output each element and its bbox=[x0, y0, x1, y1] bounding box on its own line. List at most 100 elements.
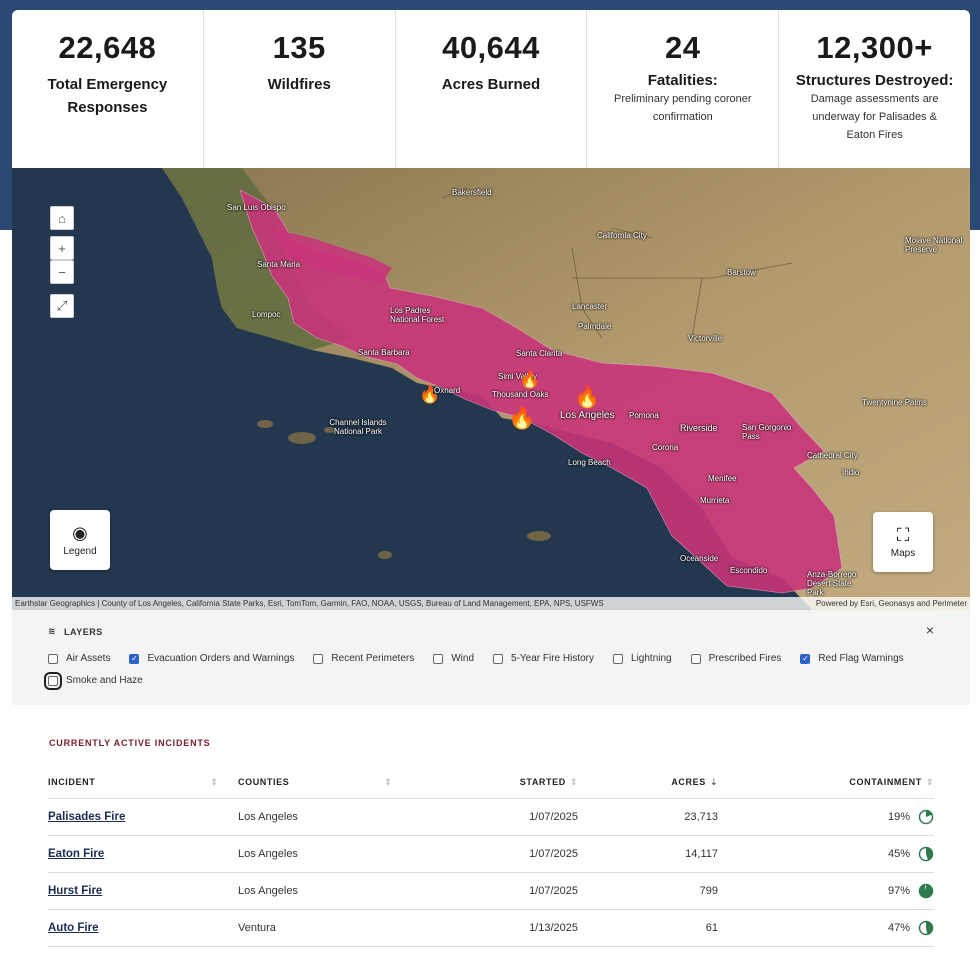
checkbox[interactable] bbox=[433, 653, 444, 664]
city-label: Mojave National Preserve bbox=[905, 236, 963, 254]
layer-label: Red Flag Warnings bbox=[818, 653, 904, 664]
table-header-row: INCIDENT ⇕ COUNTIES ⇕ STARTED ⇕ ACRES ⇣ CONT… bbox=[48, 768, 934, 799]
table-row: Eaton Fire Los Angeles 1/07/2025 14,117 45% bbox=[48, 835, 934, 873]
legend-button[interactable]: ◉ Legend bbox=[50, 510, 110, 570]
map-icon: ⛶ bbox=[896, 525, 910, 545]
checkbox[interactable] bbox=[48, 653, 58, 664]
sort-desc-icon: ⇣ bbox=[709, 777, 718, 788]
stat-value: 22,648 bbox=[58, 30, 157, 65]
started-cell: 1/07/2025 bbox=[448, 835, 578, 873]
stat-value: 12,300+ bbox=[816, 30, 933, 65]
checkbox[interactable] bbox=[313, 653, 324, 664]
layer-label: Evacuation Orders and Warnings bbox=[147, 653, 295, 664]
city-label: Escondido bbox=[730, 566, 768, 575]
stat-fatalities: 24 Fatalities: Preliminary pending coron… bbox=[587, 10, 780, 168]
maps-button[interactable]: ⛶ Maps bbox=[873, 512, 933, 572]
col-label: INCIDENT bbox=[48, 777, 96, 788]
city-label: California City bbox=[597, 231, 647, 240]
island bbox=[257, 420, 273, 428]
containment-cell: 19% bbox=[718, 798, 934, 836]
checkbox[interactable] bbox=[44, 671, 62, 690]
layer-label: Wind bbox=[451, 653, 475, 664]
fire-icon[interactable]: 🔥 bbox=[519, 370, 541, 389]
stat-label: Wildfires bbox=[267, 76, 331, 93]
home-button[interactable]: ⌂ bbox=[50, 206, 74, 230]
layer-red-flag-warnings[interactable]: ✓ Red Flag Warnings bbox=[800, 653, 904, 664]
layer-label: Recent Perimeters bbox=[331, 653, 415, 664]
col-counties[interactable]: COUNTIES ⇕ bbox=[238, 768, 448, 799]
stat-label: Fatalities: bbox=[647, 72, 718, 89]
layer-fire-history[interactable]: 5-Year Fire History bbox=[493, 653, 594, 664]
layer-evacuation-orders[interactable]: ✓ Evacuation Orders and Warnings bbox=[129, 653, 294, 664]
checkbox[interactable] bbox=[493, 653, 504, 664]
acres-cell: 23,713 bbox=[578, 798, 718, 836]
col-acres[interactable]: ACRES ⇣ bbox=[578, 768, 718, 799]
col-label: CONTAINMENT bbox=[849, 777, 922, 788]
sort-icon: ⇕ bbox=[384, 777, 393, 788]
county-cell: Los Angeles bbox=[238, 798, 448, 836]
pie-fill bbox=[926, 921, 933, 934]
sort-icon: ⇕ bbox=[925, 777, 934, 788]
checkbox[interactable]: ✓ bbox=[129, 653, 140, 664]
stat-note: Damage assessments are underway for Pali… bbox=[810, 93, 939, 141]
layer-prescribed-fires[interactable]: Prescribed Fires bbox=[690, 653, 781, 664]
sort-icon: ⇕ bbox=[569, 777, 578, 788]
stat-value: 135 bbox=[272, 30, 326, 65]
col-containment[interactable]: CONTAINMENT ⇕ bbox=[718, 768, 934, 799]
fire-icon[interactable]: 🔥 bbox=[508, 405, 536, 430]
col-label: STARTED bbox=[519, 777, 566, 788]
layer-lightning[interactable]: Lightning bbox=[613, 653, 672, 664]
island bbox=[324, 427, 336, 433]
fullscreen-button[interactable]: ⤢ bbox=[50, 294, 74, 318]
checkbox[interactable] bbox=[690, 653, 701, 664]
city-label: Los Padres National Forest bbox=[390, 306, 445, 324]
city-label: Indio bbox=[842, 468, 860, 477]
layer-recent-perimeters[interactable]: Recent Perimeters bbox=[313, 653, 414, 664]
fire-icon[interactable]: 🔥 bbox=[574, 386, 601, 409]
layer-air-assets[interactable]: Air Assets bbox=[48, 653, 110, 664]
wildfire-map[interactable]: ⌂ + − ⤢ San Luis Obispo Santa Maria Lomp… bbox=[12, 168, 970, 610]
incident-link[interactable]: Auto Fire bbox=[48, 909, 238, 947]
zoom-in-button[interactable]: + bbox=[50, 236, 74, 260]
containment-value: 19% bbox=[887, 810, 910, 823]
layers-header: ≋ LAYERS bbox=[48, 626, 103, 637]
warning-zone-inland bbox=[267, 228, 392, 283]
containment-pie-icon bbox=[918, 883, 934, 898]
containment-cell: 47% bbox=[718, 909, 934, 947]
dashboard-card: 22,648 Total Emergency Responses 135 Wil… bbox=[12, 10, 970, 978]
close-icon[interactable]: × bbox=[925, 622, 934, 638]
stat-note: Preliminary pending coroner confirmation bbox=[614, 93, 752, 123]
checkbox[interactable]: ✓ bbox=[800, 653, 811, 664]
checkbox[interactable] bbox=[613, 653, 624, 664]
col-started[interactable]: STARTED ⇕ bbox=[448, 768, 578, 799]
incident-link[interactable]: Palisades Fire bbox=[48, 798, 238, 836]
city-label: Corona bbox=[652, 443, 679, 452]
stat-label: Acres Burned bbox=[441, 76, 541, 93]
home-icon: ⌂ bbox=[58, 210, 66, 226]
stat-structures-destroyed: 12,300+ Structures Destroyed: Damage ass… bbox=[779, 10, 970, 168]
island bbox=[288, 432, 316, 444]
incident-link[interactable]: Hurst Fire bbox=[48, 872, 238, 910]
city-label: Long Beach bbox=[568, 458, 611, 467]
acres-cell: 61 bbox=[578, 909, 718, 947]
pie-fill bbox=[926, 810, 933, 817]
expand-icon: ⤢ bbox=[56, 298, 68, 313]
layer-wind[interactable]: Wind bbox=[433, 653, 474, 664]
col-incident[interactable]: INCIDENT ⇕ bbox=[48, 768, 238, 799]
attribution-sources: Earthstar Geographics | County of Los An… bbox=[15, 599, 604, 608]
city-label: Oceanside bbox=[680, 554, 719, 563]
city-label: San Gorgonio Pass bbox=[742, 423, 792, 441]
started-cell: 1/07/2025 bbox=[448, 872, 578, 910]
col-label: ACRES bbox=[671, 777, 706, 788]
island bbox=[378, 551, 392, 559]
county-cell: Los Angeles bbox=[238, 872, 448, 910]
layer-smoke-haze[interactable]: Smoke and Haze bbox=[44, 671, 143, 690]
started-cell: 1/07/2025 bbox=[448, 798, 578, 836]
city-label: Lompoc bbox=[252, 310, 281, 319]
zoom-out-button[interactable]: − bbox=[50, 260, 74, 284]
fire-icon[interactable]: 🔥 bbox=[419, 385, 441, 404]
stat-value: 40,644 bbox=[442, 30, 540, 65]
city-label: Simi Valley bbox=[498, 372, 537, 381]
legend-label: Legend bbox=[63, 546, 97, 557]
incident-link[interactable]: Eaton Fire bbox=[48, 835, 238, 873]
